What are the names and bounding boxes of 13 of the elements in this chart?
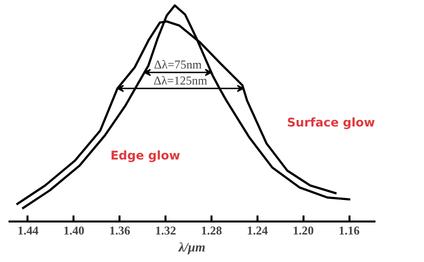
x-tick-label: 1.28 — [200, 224, 222, 238]
x-tick-label: 1.32 — [155, 224, 176, 238]
x-tick-label: 1.20 — [292, 224, 314, 238]
x-tick-label: 1.44 — [17, 224, 38, 238]
x-axis-title: λ/μm — [178, 240, 206, 254]
annotation: Δλ=125nm — [154, 73, 208, 88]
annotation: Δλ=75nm — [154, 57, 202, 72]
series-label: Edge glow — [110, 148, 180, 163]
x-tick-label: 1.16 — [338, 224, 360, 238]
text: Surface glow — [287, 116, 375, 130]
x-tick-label: 1.24 — [246, 224, 268, 238]
x-tick-label: 1.40 — [63, 224, 84, 238]
x-tick-label: 1.36 — [109, 224, 130, 238]
